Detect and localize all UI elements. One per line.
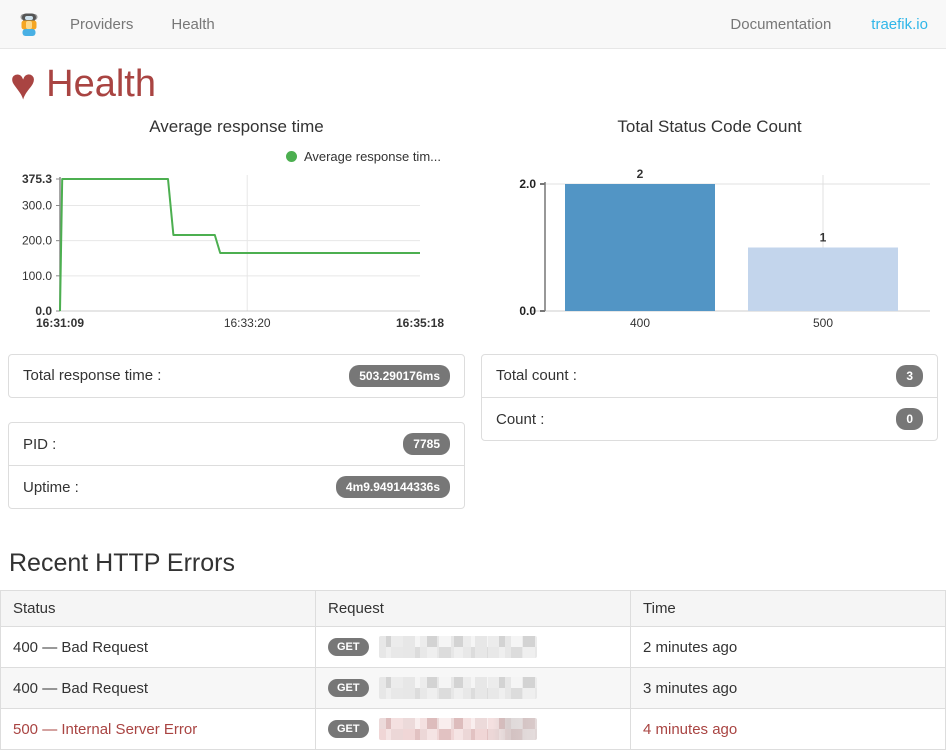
legend-dot-icon <box>285 151 297 163</box>
svg-text:500: 500 <box>813 316 833 330</box>
svg-text:400: 400 <box>630 316 650 330</box>
process-info-panel: PID : 7785 Uptime : 4m9.949144336s <box>8 422 465 510</box>
uptime-label: Uptime : <box>23 478 79 496</box>
svg-text:1: 1 <box>820 230 827 244</box>
bar-chart-title: Total Status Code Count <box>617 116 802 136</box>
line-chart-legend[interactable]: Average response tim... <box>8 145 465 169</box>
total-response-time-panel: Total response time : 503.290176ms <box>8 353 465 399</box>
errors-table: Status Request Time 400 — Bad Request GET… <box>0 590 946 750</box>
right-column: Total Status Code Count 2.0 0.0 2 400 1 500 T… <box>473 105 946 442</box>
total-count-row: Total count : 3 <box>482 355 937 397</box>
pid-label: PID : <box>23 435 57 453</box>
status-cell: 400 — Bad Request <box>0 626 316 669</box>
bar-chart: 2.0 0.0 2 400 1 500 <box>519 169 930 330</box>
svg-text:375.3: 375.3 <box>22 172 52 186</box>
svg-text:200.0: 200.0 <box>22 234 52 248</box>
count-row: Count : 0 <box>482 397 937 440</box>
line-chart: 375.3 300.0 200.0 100.0 0.016:31:09 16:33:20 1… <box>22 172 444 330</box>
total-count-label: Total count : <box>496 367 577 385</box>
errors-section-title: Recent HTTP Errors <box>9 549 235 578</box>
total-response-time-label: Total response time : <box>23 367 162 385</box>
total-response-time-row: Total response time : 503.290176ms <box>9 355 464 397</box>
navbar-right: Documentation traefik.io <box>690 16 928 33</box>
count-badge: 0 <box>896 408 923 431</box>
time-cell: 4 minutes ago <box>630 708 946 750</box>
line-chart-title: Average response time <box>149 116 324 136</box>
svg-text:0.0: 0.0 <box>519 304 536 318</box>
count-label: Count : <box>496 410 545 428</box>
error-row: 500 — Internal Server Error GET 4 minutes … <box>0 708 946 750</box>
request-cell: GET <box>315 667 631 710</box>
nav-item-providers[interactable]: Providers <box>70 15 134 33</box>
nav-item-health[interactable]: Health <box>171 15 215 33</box>
svg-text:2.0: 2.0 <box>519 177 536 191</box>
time-cell: 3 minutes ago <box>630 667 946 710</box>
svg-text:300.0: 300.0 <box>22 198 52 212</box>
total-response-time-badge: 503.290176ms <box>349 364 450 388</box>
header-request: Request <box>315 590 631 628</box>
svg-text:100.0: 100.0 <box>22 269 52 283</box>
page-header: ♥ Health <box>0 49 946 110</box>
svg-text:16:33:20: 16:33:20 <box>224 316 271 330</box>
errors-table-body: 400 — Bad Request GET 2 minutes ago 400 — B… <box>0 626 946 750</box>
http-method-badge: GET <box>328 679 369 698</box>
http-method-badge: GET <box>328 720 369 739</box>
pid-row: PID : 7785 <box>9 423 464 465</box>
nav-item-documentation[interactable]: Documentation <box>730 15 832 33</box>
bar-chart-legend-spacer <box>481 145 938 169</box>
header-status: Status <box>0 590 316 628</box>
heart-icon: ♥ <box>10 60 37 110</box>
uptime-row: Uptime : 4m9.949144336s <box>9 465 464 508</box>
errors-table-header-row: Status Request Time <box>0 590 946 628</box>
svg-text:16:35:18: 16:35:18 <box>396 316 444 330</box>
redacted-url <box>378 718 537 741</box>
redacted-url <box>378 636 537 659</box>
redacted-url <box>378 677 537 700</box>
total-count-badge: 3 <box>896 364 923 388</box>
header-time: Time <box>630 590 946 628</box>
navbar: Providers Health Documentation traefik.i… <box>0 0 946 49</box>
time-cell: 2 minutes ago <box>630 626 946 669</box>
error-row: 400 — Bad Request GET 2 minutes ago <box>0 626 946 669</box>
page-title: Health <box>46 63 156 105</box>
request-cell: GET <box>315 626 631 669</box>
status-count-panel: Total count : 3 Count : 0 <box>481 353 938 442</box>
legend-label: Average response tim... <box>303 149 441 165</box>
traefik-logo-icon[interactable] <box>18 10 40 38</box>
dashboard-columns: Average response time Average response t… <box>0 105 946 510</box>
http-method-badge: GET <box>328 638 369 657</box>
pid-badge: 7785 <box>403 433 450 456</box>
status-cell: 400 — Bad Request <box>0 667 316 710</box>
svg-text:0.0: 0.0 <box>35 304 52 318</box>
request-cell: GET <box>315 708 631 750</box>
error-row: 400 — Bad Request GET 3 minutes ago <box>0 667 946 710</box>
nav-item-traefik-io[interactable]: traefik.io <box>871 15 928 33</box>
left-column: Average response time Average response t… <box>0 105 473 510</box>
svg-text:2: 2 <box>637 169 644 181</box>
status-cell: 500 — Internal Server Error <box>0 708 316 750</box>
svg-text:16:31:09: 16:31:09 <box>36 316 84 330</box>
uptime-badge: 4m9.949144336s <box>335 476 450 499</box>
